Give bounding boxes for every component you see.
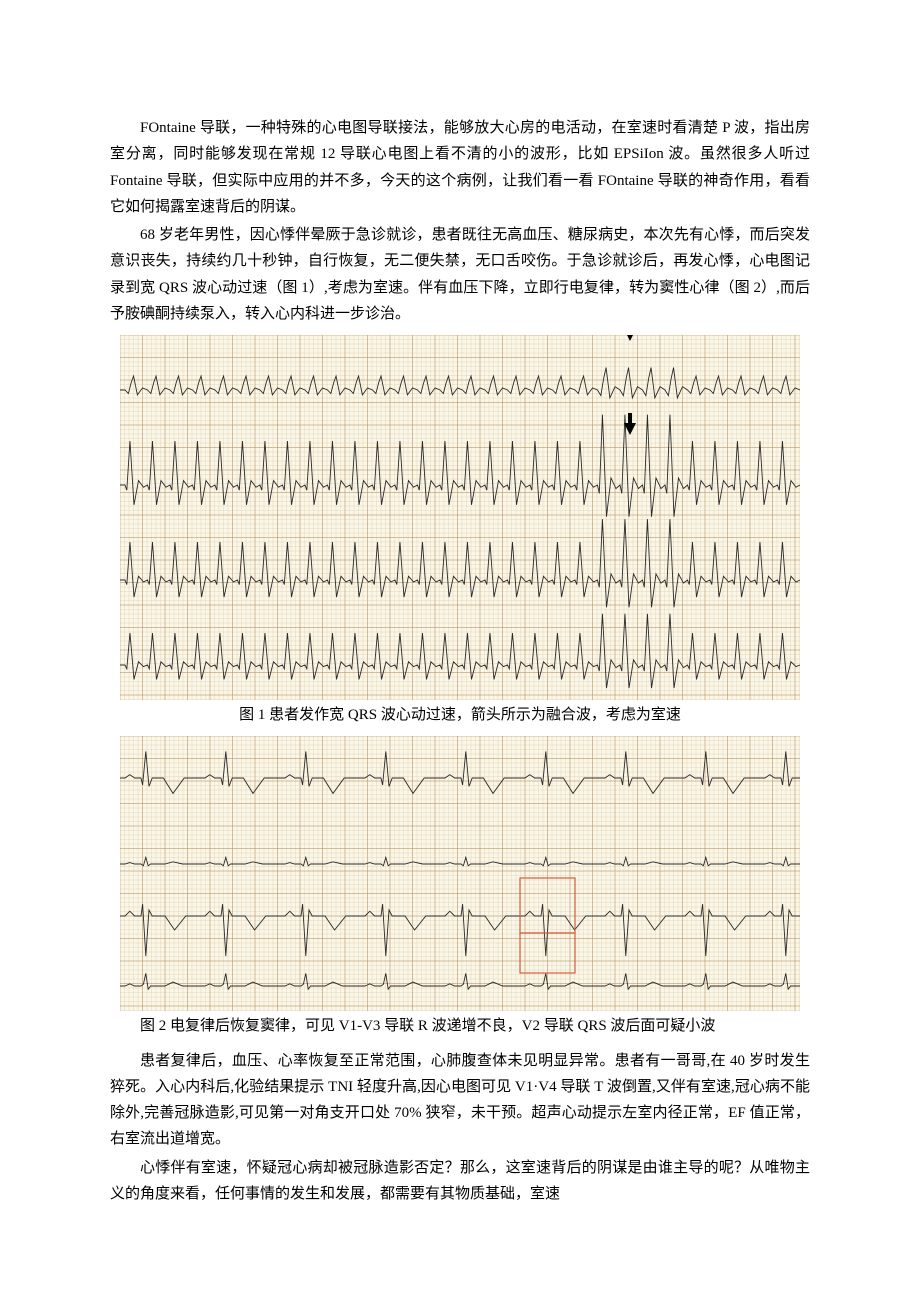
figure-2 — [110, 736, 810, 1011]
paragraph-4: 心悸伴有室速，怀疑冠心病却被冠脉造影否定？那么，这室速背后的阴谋是由谁主导的呢？… — [110, 1155, 810, 1208]
paragraph-2: 68 岁老年男性，因心悸伴晕厥于急诊就诊，患者既往无高血压、糖尿病史，本次先有心… — [110, 222, 810, 327]
ecg-figure-1 — [120, 335, 800, 700]
paragraph-1: FOntaine 导联，一种特殊的心电图导联接法，能够放大心房的电活动，在室速时… — [110, 115, 810, 220]
ecg-figure-2 — [120, 736, 800, 1011]
figure-2-caption: 图 2 电复律后恢复窦律，可见 V1-V3 导联 R 波递增不良，V2 导联 Q… — [110, 1013, 810, 1039]
paragraph-3: 患者复律后，血压、心率恢复至正常范围，心肺腹查体未见明显异常。患者有一哥哥,在 … — [110, 1048, 810, 1153]
figure-1 — [110, 335, 810, 700]
figure-1-caption: 图 1 患者发作宽 QRS 波心动过速，箭头所示为融合波，考虑为室速 — [110, 702, 810, 728]
